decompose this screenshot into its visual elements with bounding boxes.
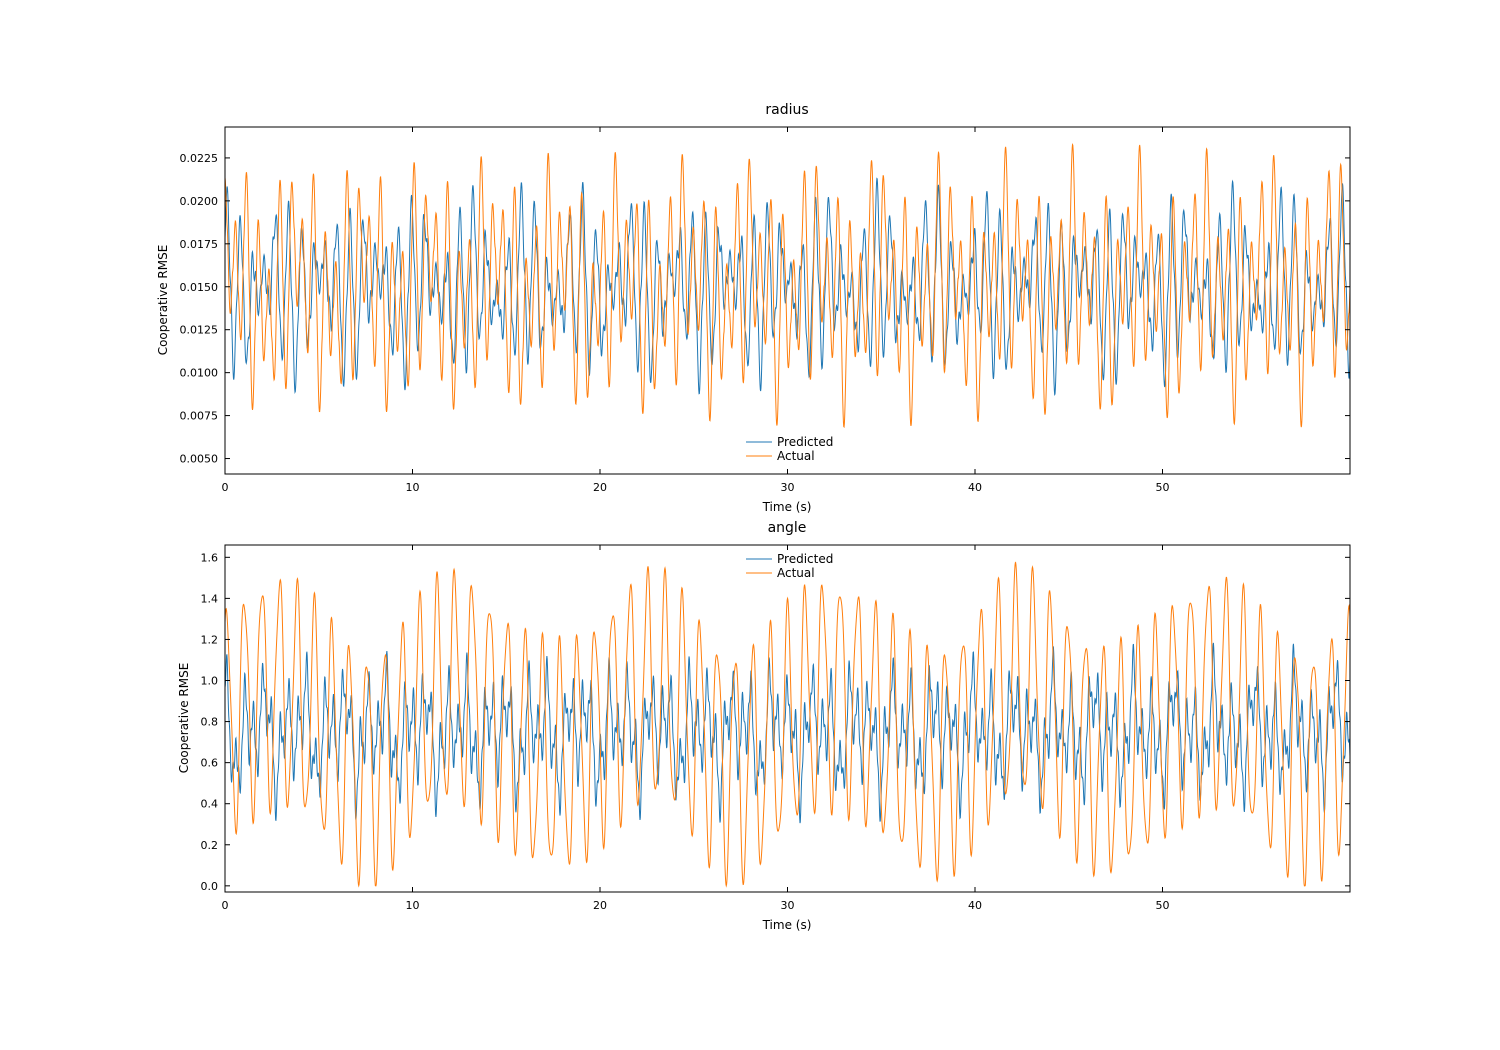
y-axis-ticks: 0.0 0.2 0.4 0.6 0.8 1.0 1.2 1.4 1.6 [201,551,1350,893]
legend-label-actual: Actual [777,449,815,463]
legend-label-actual: Actual [777,566,815,580]
y-tick-label: 0.0075 [180,410,219,423]
x-tick-label: 20 [593,899,607,912]
x-tick-label: 10 [406,481,420,494]
y-tick-label: 0.0125 [180,324,219,337]
chart-title: angle [768,520,807,536]
x-tick-label: 30 [781,899,795,912]
x-tick-label: 0 [222,899,229,912]
legend-label-predicted: Predicted [777,435,833,449]
plot-area [224,126,1351,475]
x-tick-label: 20 [593,481,607,494]
series-line-predicted [225,642,1350,824]
y-tick-label: 0.0150 [180,281,219,294]
plot-area [224,544,1351,893]
y-tick-label: 0.8 [201,716,219,729]
x-tick-label: 40 [968,481,982,494]
x-axis-ticks: 0 10 20 30 40 50 [222,127,1170,494]
y-tick-label: 1.4 [201,592,219,605]
y-tick-label: 1.6 [201,551,219,564]
y-axis-ticks: 0.0050 0.0075 0.0100 0.0125 0.0150 0.0175 0.02… [180,152,1350,466]
x-tick-label: 50 [1156,899,1170,912]
y-tick-label: 0.0050 [180,453,219,466]
y-tick-label: 0.4 [201,798,219,811]
angle-chart: angle 0 10 20 30 40 50 0.0 0.2 0.4 0.6 0.8 1.0 1.2 1… [177,520,1351,932]
x-axis-ticks: 0 10 20 30 40 50 [222,545,1170,912]
radius-chart: radius 0 10 20 30 40 50 0.00500.00750.01000.0… [156,102,1351,514]
y-tick-label: 0.0 [201,880,219,893]
y-tick-label: 0.6 [201,757,219,770]
y-tick-label: 0.0200 [180,195,219,208]
chart-title: radius [765,102,808,118]
x-axis-label: Time (s) [762,500,812,514]
x-tick-label: 0 [222,481,229,494]
legend-label-predicted: Predicted [777,552,833,566]
y-tick-label: 1.0 [201,675,219,688]
y-axis-label: Cooperative RMSE [156,245,170,356]
x-tick-label: 30 [781,481,795,494]
series-line-actual [225,142,1350,429]
y-tick-label: 0.2 [201,839,219,852]
series-layer [225,561,1350,888]
y-tick-label: 0.0175 [180,238,219,251]
series-layer [225,142,1350,429]
y-tick-label: 0.0225 [180,152,219,165]
x-tick-label: 10 [406,899,420,912]
series-line-actual [225,561,1350,888]
y-tick-label: 0.0100 [180,367,219,380]
plot-background [225,127,1350,474]
x-axis-label: Time (s) [762,918,812,932]
y-axis-label: Cooperative RMSE [177,663,191,774]
y-tick-label: 1.2 [201,633,219,646]
x-tick-label: 50 [1156,481,1170,494]
x-tick-label: 40 [968,899,982,912]
